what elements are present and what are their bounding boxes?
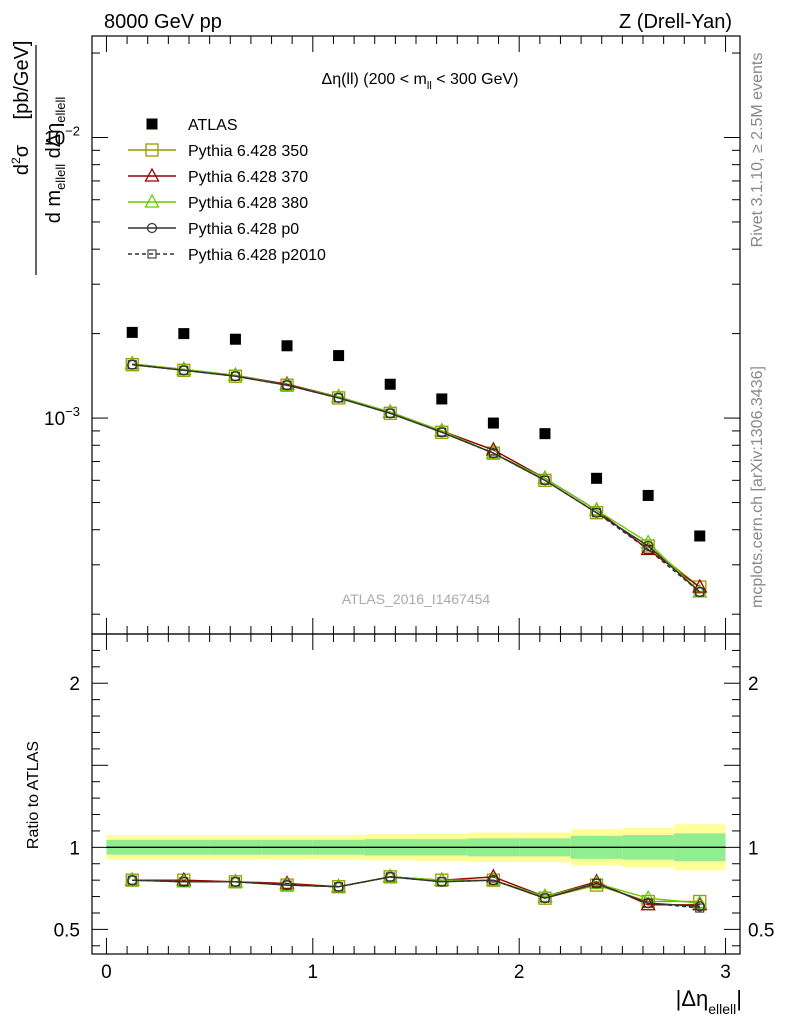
- legend-marker-p370: [144, 167, 160, 182]
- point-p350: [589, 506, 604, 520]
- point-data: [229, 333, 241, 345]
- main-y-unit: [pb/GeV]: [11, 41, 33, 120]
- legend-label-p350: Pythia 6.428 350: [188, 143, 308, 160]
- point-data: [281, 340, 293, 352]
- series-line-p370: [132, 363, 701, 588]
- ratio-y-tick-label-right: 2: [748, 674, 759, 695]
- point-data: [436, 393, 448, 405]
- ratio-y-tick-label-right: 1: [748, 838, 759, 859]
- y-tick-label: 10−3: [44, 404, 80, 430]
- main-y-label-top: d2σ: [9, 144, 33, 175]
- main-y-label: d2σ d mellell dΔηellell: [9, 45, 68, 275]
- point-p350: [538, 473, 552, 487]
- ratio-point-p2010: [695, 903, 705, 913]
- ratio-point-p350: [538, 891, 552, 905]
- point-p350: [331, 391, 346, 405]
- ratio-point-p2010: [334, 882, 344, 892]
- legend: ATLAS Pythia 6.428 350 Pythia 6.428 370 Pyt…: [128, 117, 326, 264]
- x-tick-label: 2: [514, 962, 525, 983]
- ratio-point-p2010: [540, 893, 550, 903]
- legend-marker-p0: [146, 222, 158, 234]
- x-tick-label: 3: [720, 962, 731, 983]
- ratio-point-p2010: [488, 875, 498, 885]
- point-data: [591, 472, 603, 484]
- ratio-plot-content: [106, 824, 726, 913]
- point-p2010: [334, 393, 344, 403]
- ratio-y-label: Ratio to ATLAS: [25, 741, 42, 849]
- legend-marker-p350: [145, 143, 159, 157]
- ratio-point-p2010: [643, 898, 653, 908]
- point-data: [539, 428, 551, 440]
- x-axis-label: |Δηellell|: [676, 986, 742, 1017]
- main-axis-ticks: 10−3 10−2: [44, 36, 740, 634]
- ratio-y-tick-label-left: 1: [69, 838, 80, 859]
- ratio-point-p2010: [592, 878, 602, 888]
- legend-label-p0: Pythia 6.428 p0: [188, 221, 299, 238]
- point-p2010: [385, 408, 395, 418]
- main-y-label-bottom: d mellell dΔηellell: [43, 97, 68, 224]
- point-p2010: [592, 508, 602, 518]
- point-data: [487, 417, 499, 429]
- point-p2010: [488, 448, 498, 458]
- ratio-point-p2010: [385, 872, 395, 882]
- ratio-point-p2010: [437, 877, 447, 887]
- legend-label-data: ATLAS: [188, 117, 238, 134]
- point-p2010: [230, 371, 240, 381]
- ratio-y-tick-label-right: 0.5: [748, 920, 774, 941]
- ratio-y-tick-label-left: 2: [69, 674, 80, 695]
- ratio-axis-ticks: 0.5 0.5 1 1 2 2 0 1 2 3: [54, 634, 774, 983]
- y-tick-label: 10−2: [44, 123, 80, 149]
- series-line-p0: [132, 363, 701, 593]
- collision-label: 8000 GeV pp: [104, 11, 222, 33]
- main-panel: 10−3 10−2 Δη(ll) (200 < mll < 300 GeV) AT…: [9, 35, 741, 635]
- mcplots-label: mcplots.cern.ch [arXiv:1306.3436]: [749, 366, 766, 608]
- ratio-point-p2010: [179, 877, 189, 887]
- legend-marker-p380: [144, 193, 160, 208]
- legend-label-p380: Pythia 6.428 380: [188, 195, 308, 212]
- point-p2010: [437, 427, 447, 437]
- series-line-p350: [132, 363, 701, 588]
- legend-marker-data: [146, 118, 158, 130]
- point-p2010: [695, 587, 705, 597]
- point-p2010: [179, 365, 189, 375]
- series-line-p380: [132, 363, 701, 593]
- point-p350: [435, 425, 449, 439]
- series-line-p2010: [132, 363, 701, 593]
- point-p350: [383, 406, 397, 420]
- main-plot-content: [124, 326, 708, 598]
- point-data: [333, 350, 345, 362]
- ratio-y-tick-label-left: 0.5: [54, 920, 80, 941]
- point-p2010: [127, 360, 137, 370]
- x-tick-label: 1: [308, 962, 319, 983]
- analysis-watermark: ATLAS_2016_I1467454: [342, 591, 491, 607]
- legend-marker-p2010: [147, 249, 157, 259]
- point-p2010: [540, 475, 550, 485]
- ratio-panel: 0.5 0.5 1 1 2 2 0 1 2 3 Ratio to ATLAS |Δηellell|: [25, 633, 774, 1017]
- process-label: Z (Drell-Yan): [619, 11, 732, 33]
- point-data: [178, 328, 190, 340]
- point-p380: [640, 534, 656, 549]
- point-data: [642, 489, 654, 501]
- x-tick-label: 0: [101, 962, 112, 983]
- legend-label-p370: Pythia 6.428 370: [188, 169, 308, 186]
- point-p370: [692, 578, 708, 593]
- main-title: Δη(ll) (200 < mll < 300 GeV): [322, 71, 519, 92]
- point-data: [694, 530, 706, 542]
- point-p2010: [643, 544, 653, 555]
- ratio-point-p380: [692, 894, 708, 909]
- ratio-point-p2010: [282, 880, 292, 890]
- legend-label-p2010: Pythia 6.428 p2010: [188, 247, 326, 264]
- point-data: [384, 378, 396, 390]
- point-p2010: [282, 380, 292, 390]
- ratio-line-p2010: [132, 876, 700, 909]
- point-data: [126, 326, 138, 338]
- rivet-label: Rivet 3.1.10, ≥ 2.5M events: [749, 53, 766, 248]
- ratio-point-p2010: [127, 875, 137, 885]
- ratio-point-p2010: [230, 877, 240, 887]
